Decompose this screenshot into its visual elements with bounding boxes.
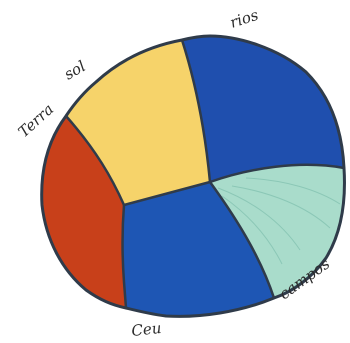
- segment-rios: [182, 36, 344, 182]
- segment-ceu: [122, 182, 274, 317]
- label-ceu: Ceu: [131, 319, 163, 340]
- segment-sol: [66, 40, 210, 205]
- pie-outline: [40, 34, 346, 318]
- divider-campos-ceu: [208, 180, 276, 300]
- divider-terra-ceu: [121, 203, 128, 310]
- divider-center: [122, 180, 212, 207]
- campos-hatching: [217, 177, 341, 265]
- segment-terra: [41, 116, 127, 308]
- divider-sol-rios: [180, 38, 212, 184]
- segment-campos: [210, 164, 345, 298]
- divider-rios-campos: [208, 163, 346, 184]
- divider-terra-sol: [64, 114, 126, 207]
